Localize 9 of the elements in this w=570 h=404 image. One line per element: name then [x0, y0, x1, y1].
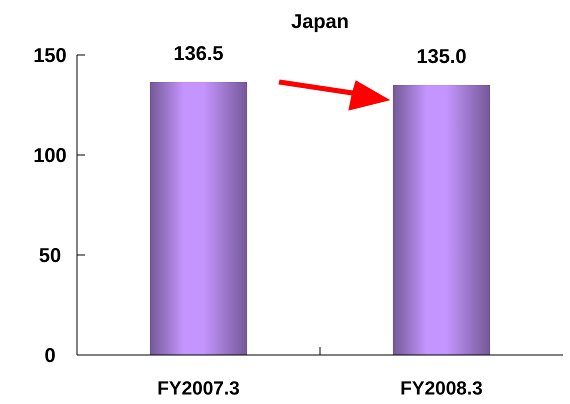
chart-title: Japan: [291, 11, 349, 33]
y-tick-label: 150: [33, 45, 67, 67]
x-tick-label: FY2008.3: [400, 378, 483, 400]
y-tick-label: 100: [33, 145, 67, 167]
x-tick-label: FY2007.3: [157, 378, 240, 400]
y-tick-label: 50: [38, 245, 62, 267]
y-tick-label: 0: [44, 345, 56, 367]
data-label: 136.5: [173, 43, 224, 65]
data-label: 135.0: [416, 46, 467, 68]
